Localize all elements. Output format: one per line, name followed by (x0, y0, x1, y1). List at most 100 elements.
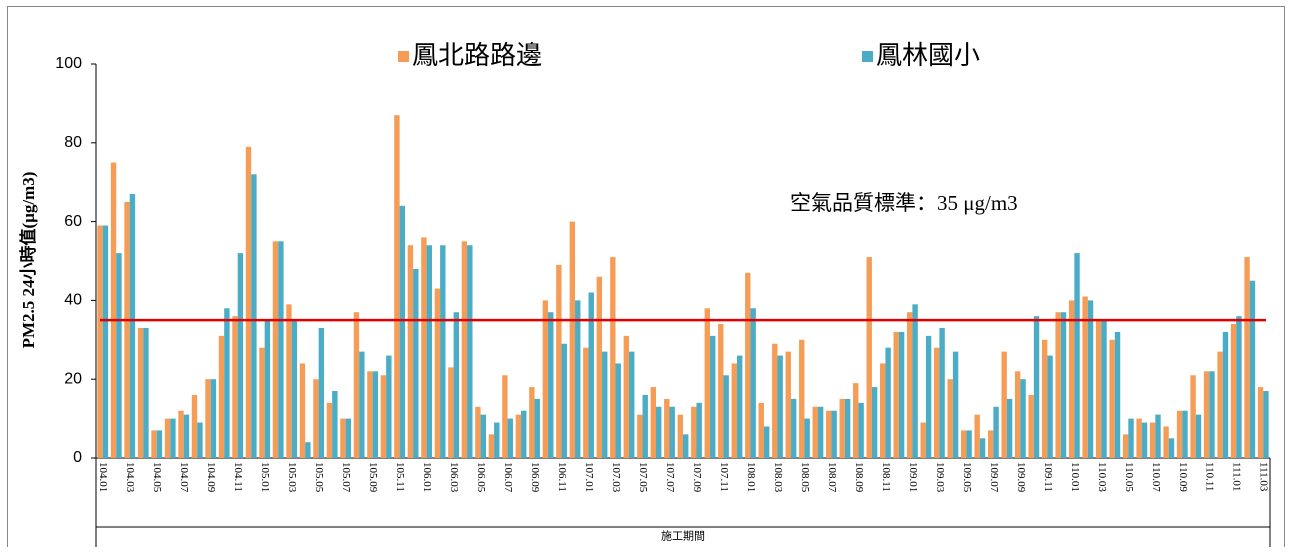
bar (453, 312, 459, 458)
x-tick-label: 111.03 (1258, 462, 1270, 492)
x-axis-label: 施工期間 (661, 530, 705, 543)
bar (750, 308, 756, 458)
bar (987, 430, 994, 458)
x-tick-label: 110.05 (1123, 462, 1135, 492)
bar (170, 418, 176, 458)
bar (933, 347, 940, 458)
bar (561, 343, 567, 458)
bar (718, 324, 724, 458)
x-tick-label: 111.01 (1231, 462, 1243, 491)
bar (259, 347, 265, 458)
bar (785, 351, 791, 458)
x-tick-label: 106.05 (475, 462, 487, 493)
bar (143, 327, 149, 458)
bar (386, 355, 392, 458)
bar (1014, 371, 1021, 458)
bar (399, 205, 406, 458)
bar (1190, 375, 1196, 458)
bar (588, 292, 594, 458)
bar (610, 257, 616, 458)
bar (1128, 418, 1134, 458)
bar (1095, 320, 1102, 458)
bar (826, 410, 832, 458)
bar (979, 438, 986, 458)
bar (380, 375, 387, 458)
bar (1114, 331, 1121, 458)
x-tick-label: 105.11 (394, 462, 406, 492)
bar (1082, 296, 1088, 458)
bar (993, 406, 999, 458)
x-tick-label: 107.11 (718, 462, 730, 492)
bar (691, 406, 697, 458)
bar (326, 402, 333, 458)
bar (731, 363, 737, 458)
bar (925, 335, 932, 458)
y-tick-label: 100 (55, 55, 82, 72)
bar (137, 327, 144, 458)
x-tick-label: 110.07 (1150, 462, 1162, 492)
bar (1122, 434, 1129, 458)
bar (966, 430, 972, 458)
bar (156, 430, 163, 458)
bar (1001, 351, 1007, 458)
bar (440, 245, 446, 458)
x-tick-label: 106.03 (448, 462, 460, 493)
bar (224, 308, 230, 458)
bar (763, 426, 770, 458)
bar (683, 434, 689, 458)
x-tick-label: 105.05 (313, 462, 325, 493)
bar (664, 398, 670, 458)
bar (1176, 410, 1183, 458)
bar (110, 162, 117, 458)
bar (502, 375, 508, 458)
bar (534, 398, 540, 458)
bar (1136, 418, 1142, 458)
x-tick-label: 105.01 (259, 462, 271, 492)
bar (1087, 300, 1094, 458)
bar (629, 351, 635, 458)
bar (488, 434, 495, 458)
bar (650, 387, 657, 458)
bar (467, 245, 473, 458)
bar (1041, 339, 1048, 458)
x-tick-label: 107.03 (610, 462, 622, 493)
x-tick-label: 108.03 (772, 462, 784, 493)
legend-swatch (398, 51, 409, 62)
x-tick-label: 109.01 (907, 462, 919, 492)
x-tick-label: 108.07 (826, 462, 838, 493)
bar (305, 442, 311, 458)
bar (844, 398, 851, 458)
bar (251, 174, 257, 458)
bar (1006, 398, 1013, 458)
bar (191, 394, 198, 458)
bar (583, 347, 589, 458)
bar (596, 276, 603, 458)
bar (394, 115, 400, 458)
bar (426, 245, 433, 458)
bar (1155, 414, 1161, 458)
bar (745, 272, 751, 458)
bar (164, 418, 171, 458)
bar (116, 253, 122, 458)
bar (1047, 355, 1053, 458)
x-tick-label: 108.09 (853, 462, 865, 493)
bar (974, 414, 980, 458)
bar (264, 320, 271, 458)
bar (1109, 339, 1115, 458)
bar (871, 387, 878, 458)
bar (421, 237, 427, 458)
bar (723, 375, 729, 458)
bar (1182, 410, 1188, 458)
bar (960, 430, 967, 458)
bar (1249, 280, 1256, 458)
bar (210, 379, 217, 458)
bar (669, 406, 675, 458)
x-tick-label: 107.01 (583, 462, 595, 492)
bar (521, 410, 527, 458)
bar (102, 225, 109, 458)
x-tick-label: 105.03 (286, 462, 298, 493)
x-tick-label: 110.09 (1177, 462, 1189, 492)
bar (205, 379, 211, 458)
bar (1028, 394, 1034, 458)
x-tick-label: 109.03 (934, 462, 946, 493)
